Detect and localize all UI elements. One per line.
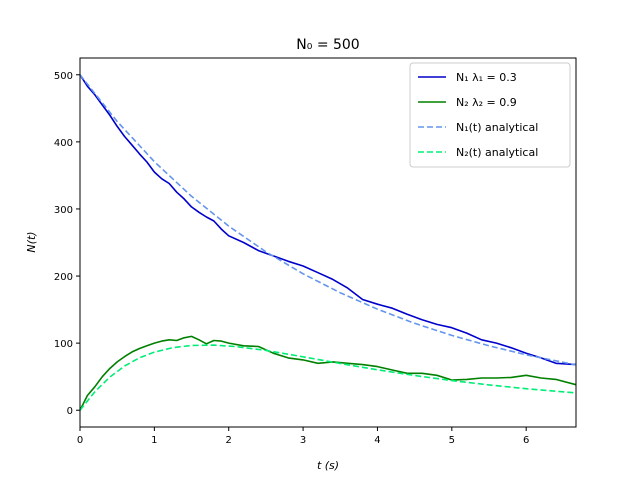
series-line-2 xyxy=(79,335,577,411)
chart-title: N₀ = 500 xyxy=(296,37,359,53)
y-tick-label: 0 xyxy=(67,406,73,417)
series-line-4 xyxy=(79,344,577,411)
legend-box xyxy=(409,62,571,168)
x-tick-label: 6 xyxy=(523,435,529,446)
series-line-1 xyxy=(79,74,577,366)
y-axis: 0 100 200 300 400 500 xyxy=(54,71,80,417)
x-tick-label: 3 xyxy=(300,435,306,446)
x-axis: 0 1 2 3 4 5 6 xyxy=(77,427,529,446)
x-tick-label: 4 xyxy=(374,435,380,446)
y-tick-label: 200 xyxy=(54,272,73,283)
legend-label-1: N₁ λ₁ = 0.3 xyxy=(456,71,517,84)
x-tick-label: 1 xyxy=(151,435,157,446)
plot-frame xyxy=(79,57,577,428)
y-tick-label: 100 xyxy=(54,339,73,350)
x-axis-label: t (s) xyxy=(317,459,339,472)
y-tick-label: 500 xyxy=(54,71,73,82)
x-tick-label: 5 xyxy=(449,435,455,446)
y-tick-label: 400 xyxy=(54,138,73,149)
legend: N₁ λ₁ = 0.3 N₂ λ₂ = 0.9 N₁(t) analytical N₂… xyxy=(409,62,571,168)
y-axis-label: N(t) xyxy=(25,231,38,252)
y-tick-label: 300 xyxy=(54,205,73,216)
series-line-3 xyxy=(79,74,577,366)
x-tick-label: 2 xyxy=(226,435,232,446)
legend-label-4: N₂(t) analytical xyxy=(456,146,538,159)
legend-label-3: N₁(t) analytical xyxy=(456,121,538,134)
legend-label-2: N₂ λ₂ = 0.9 xyxy=(456,96,517,109)
plot-area xyxy=(79,74,577,411)
x-tick-label: 0 xyxy=(77,435,83,446)
